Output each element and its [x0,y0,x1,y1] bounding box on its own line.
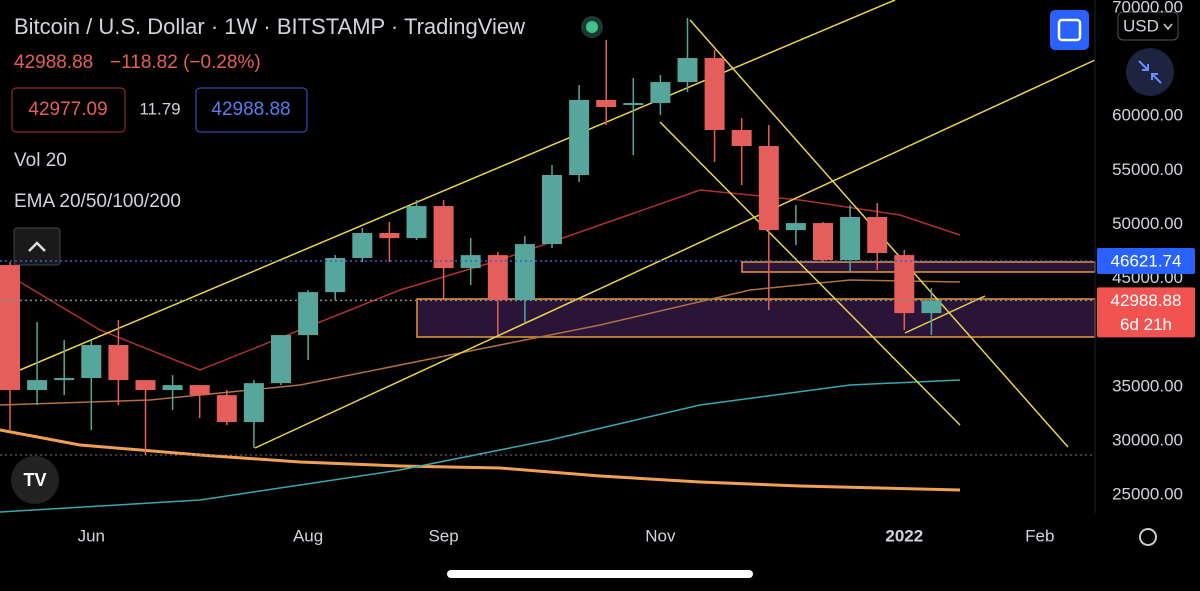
y-tick-label: 60000.00 [1112,106,1183,125]
fullscreen-button[interactable] [1050,10,1089,50]
candle-body [81,345,102,379]
ema-50 [0,279,961,406]
home-indicator[interactable] [447,570,753,578]
logo-mark: TV [23,470,46,490]
candle-body [542,175,562,245]
price-label: 42988.88 [1111,291,1182,310]
zoom-button[interactable] [1126,48,1174,96]
x-tick-label: Feb [1025,526,1054,545]
chart-title: Bitcoin / U.S. Dollar · 1W · BITSTAMP · … [14,14,525,39]
zone [741,261,1096,273]
candle-body [514,244,535,301]
candle-body [785,223,806,231]
dropdown-icon[interactable] [1163,23,1173,31]
candle-body [0,265,20,391]
x-tick-label: Jun [78,526,105,545]
fullscreen-icon[interactable] [1057,18,1082,42]
candle-body [216,395,237,423]
candle-body [677,58,698,83]
volume-study: Vol 20 [14,150,67,171]
trend-line [904,295,986,334]
zoom-icon[interactable] [1138,60,1162,84]
candle-body [433,206,454,269]
candle-body [135,380,156,391]
settings-icon[interactable] [1139,528,1157,546]
candle-body [108,345,129,381]
price-label: 46621.74 [1111,252,1182,271]
ema-200 [0,428,961,492]
trend-line [254,59,1096,449]
y-tick-label: 55000.00 [1112,160,1183,179]
collapse-button[interactable] [13,227,61,266]
y-tick-label: 35000.00 [1112,376,1183,395]
bid[interactable]: 42977.09 [28,99,107,120]
candle-body [352,233,373,259]
candle-body [243,383,264,423]
candle-body [189,385,210,396]
plot [0,17,942,456]
spread: 11.79 [139,99,180,118]
candle-body [487,255,508,301]
logo [11,456,59,504]
candle-body [650,82,671,104]
countdown: 6d 21h [1120,315,1172,334]
trend-line [19,0,896,371]
candle-body [298,292,319,336]
candle-body [894,255,915,314]
candle-body [867,216,888,254]
y-tick-label: 25000.00 [1112,485,1183,504]
candle-body [325,258,346,293]
x-tick-label: Aug [293,526,323,545]
price-change: −118.82 (−0.28%) [110,52,261,73]
x-tick-label: Nov [645,526,676,545]
bid-box[interactable] [11,87,126,133]
candle-body [569,100,590,176]
ask[interactable]: 42988.88 [211,99,290,120]
x-tick-label: 2022 [885,526,923,545]
y-tick-label: 70000.00 [1112,0,1183,16]
currency[interactable]: USD [1123,16,1159,35]
candle-body [704,58,725,130]
status-dot [586,21,598,33]
candle-body [379,233,400,239]
y-tick-label: 30000.00 [1112,430,1183,449]
price-label-box [1097,287,1195,338]
candle-body [406,206,427,239]
candle-body [731,129,752,146]
candle-body [758,145,779,231]
ema-100 [0,379,961,513]
candle-body [813,223,833,261]
candle-body [162,385,183,391]
y-tick-label: 50000.00 [1112,214,1183,233]
candle-body [27,380,48,391]
candle-body [271,335,291,384]
currency-select[interactable] [1117,11,1179,41]
chevron-icon[interactable] [28,241,46,252]
x-tick-label: Sep [428,526,458,545]
last-price: 42988.88 [14,52,93,73]
ema-study: EMA 20/50/100/200 [14,191,181,212]
trend-line [659,121,961,426]
candle-body [623,103,644,105]
candle-body [921,300,942,314]
ask-box[interactable] [195,87,308,133]
price-label-box [1097,248,1195,275]
candle-body [840,216,861,261]
zone [416,298,1096,338]
candle-body [54,378,75,381]
candle-body [596,100,617,108]
